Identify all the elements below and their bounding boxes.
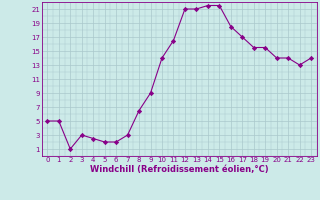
X-axis label: Windchill (Refroidissement éolien,°C): Windchill (Refroidissement éolien,°C) [90, 165, 268, 174]
